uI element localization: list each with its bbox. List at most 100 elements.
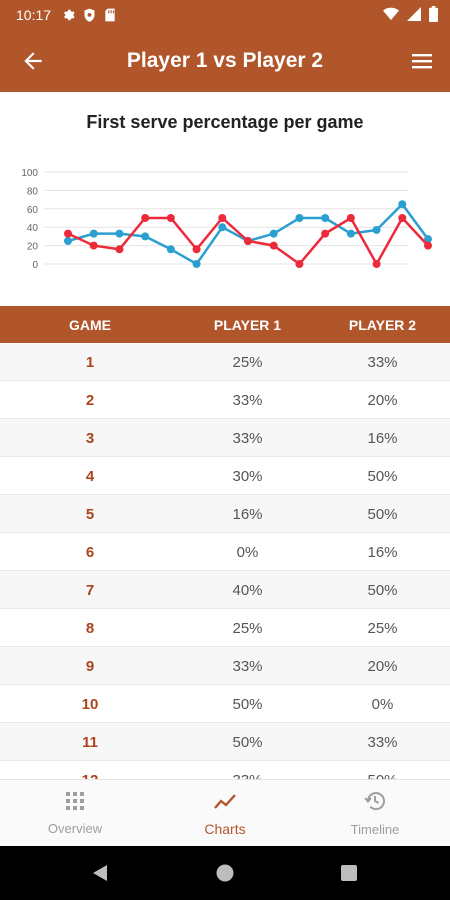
table-row: 1233%50% (0, 761, 450, 779)
data-point (166, 245, 175, 254)
table-row: 5 16% 50% (0, 495, 450, 533)
nav-charts[interactable]: Charts (150, 780, 300, 846)
data-point (346, 214, 355, 222)
data-point (424, 235, 432, 244)
data-point (244, 237, 252, 245)
data-point (141, 214, 150, 222)
data-point (192, 245, 201, 254)
table-row: 4 30% 50% (0, 457, 450, 495)
y-tick-label: 20 (27, 242, 39, 253)
data-point (372, 260, 381, 268)
data-point (269, 241, 278, 250)
data-point (115, 245, 124, 254)
cell-player1: 50% (232, 696, 263, 713)
battery-icon (429, 5, 438, 25)
data-point (372, 225, 381, 234)
y-tick-label: 0 (32, 260, 38, 271)
bottom-navigation: Overview Charts Timeline (0, 779, 450, 846)
cell-player2: 50% (315, 772, 450, 779)
cell-game: 4 (85, 468, 95, 485)
cell-game: 7 (85, 582, 95, 599)
cell-game: 3 (85, 430, 95, 447)
home-circle-icon[interactable] (216, 864, 234, 887)
back-triangle-icon[interactable] (91, 864, 109, 887)
nav-overview[interactable]: Overview (0, 780, 150, 846)
cell-player1: 33% (232, 392, 263, 409)
cell-game: 10 (81, 696, 99, 713)
data-point (269, 229, 278, 238)
data-point (424, 241, 432, 250)
cell-player1: 16% (232, 506, 263, 523)
cell-player2: 0% (371, 696, 394, 713)
cell-player2: 20% (367, 392, 398, 409)
table-row: 10 50% 0% (0, 685, 450, 723)
signal-icon (407, 6, 421, 24)
cell-player1: 30% (232, 468, 263, 485)
cell-player1: 25% (232, 354, 263, 371)
cell-game: 9 (85, 658, 95, 675)
cell-game: 1 (85, 354, 95, 371)
status-bar: 10:17 (0, 0, 450, 30)
cell-player2: 16% (367, 430, 398, 447)
cell-player1: 33% (232, 658, 263, 675)
trending-chart-icon (213, 790, 237, 817)
table-row: 2 33% 20% (0, 381, 450, 419)
data-point (346, 229, 355, 238)
table-row: 11 50% 33% (0, 723, 450, 761)
cell-player2: 33% (367, 734, 398, 751)
cell-player1: 33% (232, 430, 263, 447)
data-point (295, 214, 304, 222)
data-point (295, 260, 304, 268)
cell-game: 12 (0, 772, 180, 779)
cell-game: 2 (85, 392, 95, 409)
table-header: GAME PLAYER 1 PLAYER 2 (0, 306, 450, 343)
cell-player2: 33% (367, 354, 398, 371)
data-point (192, 260, 201, 268)
chart-title: First serve percentage per game (86, 112, 364, 132)
cell-game: 5 (85, 506, 95, 523)
cell-player2: 50% (367, 468, 398, 485)
header-player1: PLAYER 1 (213, 317, 282, 333)
cell-player1: 0% (236, 544, 259, 561)
y-tick-label: 40 (27, 223, 39, 234)
data-point (321, 229, 330, 238)
nav-timeline[interactable]: Timeline (300, 780, 450, 846)
data-point (64, 237, 72, 245)
cell-player1: 33% (180, 772, 315, 779)
y-tick-label: 80 (27, 186, 39, 197)
data-point (321, 214, 330, 222)
grid-icon (64, 790, 86, 817)
table-row: 9 33% 20% (0, 647, 450, 685)
nav-overview-label: Overview (47, 821, 103, 836)
data-point (218, 214, 227, 222)
data-point (398, 200, 407, 209)
table-row: 6 0% 16% (0, 533, 450, 571)
nav-charts-label: Charts (204, 820, 246, 837)
header-player2: PLAYER 2 (348, 317, 417, 333)
menu-icon[interactable] (410, 49, 434, 73)
table-row: 8 25% 25% (0, 609, 450, 647)
cell-player2: 50% (367, 582, 398, 599)
system-navigation-bar (0, 846, 450, 900)
table-row: 1 25% 33% (0, 343, 450, 381)
app-bar: Player 1 vs Player 2 (0, 30, 450, 92)
data-point (64, 229, 72, 238)
data-point (115, 229, 124, 238)
nav-timeline-label: Timeline (350, 822, 400, 837)
cell-game: 6 (85, 544, 95, 561)
recents-square-icon[interactable] (341, 865, 357, 886)
cell-player2: 20% (367, 658, 398, 675)
arrow-left-icon[interactable] (20, 48, 46, 74)
settings-icon (61, 8, 75, 22)
shield-icon (83, 8, 96, 23)
history-icon (363, 789, 387, 818)
table-body[interactable]: 1 25% 33% 2 33% 20% 3 33% 16% 4 30% 50% 5 16% 50% 6 0% 16… (0, 343, 450, 779)
cell-player1: 40% (232, 582, 263, 599)
cell-player2: 16% (367, 544, 398, 561)
table-row: 3 33% 16% (0, 419, 450, 457)
page-title: Player 1 vs Player 2 (126, 49, 324, 72)
table-row: 7 40% 50% (0, 571, 450, 609)
data-point (141, 232, 150, 241)
data-point (89, 229, 98, 238)
header-game: GAME (69, 317, 111, 333)
